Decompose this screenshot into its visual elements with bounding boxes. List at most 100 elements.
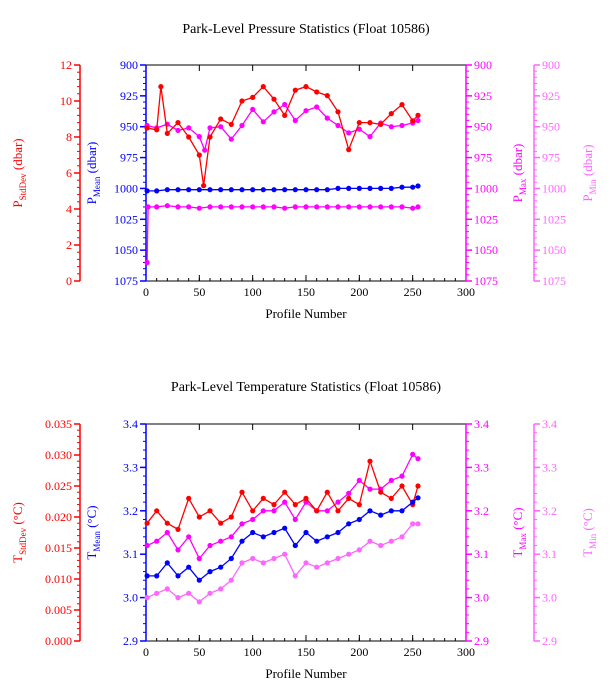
y-tick-label-max: 925 xyxy=(474,89,492,103)
data-point-mean xyxy=(186,564,192,570)
y-tick-label-max: 1075 xyxy=(474,274,498,288)
y-axis-label-min: TMin (°C) xyxy=(580,508,598,557)
data-point-max xyxy=(399,473,405,479)
y-label-unit: (°C) xyxy=(580,508,595,534)
data-point-max xyxy=(415,117,421,124)
y-axis-label-max: PMax (dbar) xyxy=(510,144,528,203)
data-point-std xyxy=(399,483,405,489)
data-point-std xyxy=(239,98,245,104)
data-point-min xyxy=(324,560,330,566)
data-point-mean xyxy=(218,187,224,193)
y-label-sub: Max xyxy=(518,178,528,195)
data-point-std xyxy=(399,102,405,108)
data-point-min xyxy=(314,564,320,570)
data-point-min xyxy=(282,205,288,211)
y-tick-label-min: 900 xyxy=(542,58,560,72)
data-point-min xyxy=(410,205,416,211)
data-point-std xyxy=(158,84,164,90)
data-point-max xyxy=(218,124,224,130)
data-point-std xyxy=(335,109,341,115)
y-label-main: T xyxy=(580,549,595,557)
data-point-min xyxy=(282,551,288,557)
data-point-mean xyxy=(164,560,170,566)
data-point-mean xyxy=(144,573,150,579)
y-tick-label-min: 3.0 xyxy=(542,591,557,605)
y-tick-label-max: 950 xyxy=(474,120,492,134)
data-point-mean xyxy=(154,188,160,194)
data-point-std xyxy=(314,508,320,514)
data-point-mean xyxy=(399,184,405,190)
data-point-min xyxy=(399,534,405,540)
data-point-mean xyxy=(324,534,330,540)
data-point-max xyxy=(346,130,352,136)
data-point-min xyxy=(271,204,277,210)
y-label-sub: Min xyxy=(588,179,598,195)
data-point-min xyxy=(260,204,266,210)
data-point-mean xyxy=(207,187,213,193)
data-point-max xyxy=(399,122,405,129)
y-tick-label-max: 3.2 xyxy=(474,504,489,518)
data-point-max xyxy=(154,538,160,544)
data-point-mean xyxy=(175,573,181,579)
data-point-min xyxy=(218,586,224,592)
data-point-mean xyxy=(271,529,277,536)
data-point-std xyxy=(186,134,192,140)
y-tick-label-mean: 1000 xyxy=(114,181,138,195)
y-tick-label-mean: 1025 xyxy=(114,212,138,226)
data-point-max xyxy=(314,104,320,110)
y-label-main: T xyxy=(84,552,99,560)
data-point-min xyxy=(346,551,352,557)
data-point-std xyxy=(356,502,362,508)
y-tick-label-max: 3.0 xyxy=(474,591,489,605)
data-point-min xyxy=(175,595,181,601)
data-point-mean xyxy=(271,187,277,193)
data-point-min xyxy=(346,204,352,210)
x-tick-label: 150 xyxy=(297,645,315,659)
data-point-max xyxy=(144,542,150,549)
data-point-min xyxy=(378,204,384,210)
data-point-min xyxy=(335,555,341,562)
data-point-min xyxy=(303,204,309,210)
data-point-std xyxy=(250,94,256,100)
y-tick-label-mean: 975 xyxy=(120,151,138,165)
data-point-max xyxy=(335,499,341,505)
y-tick-label-min: 1075 xyxy=(542,274,566,288)
data-point-max xyxy=(282,499,288,505)
data-point-max xyxy=(207,542,213,549)
data-point-min xyxy=(207,590,213,596)
y-tick-label-max: 1000 xyxy=(474,181,498,195)
data-point-mean xyxy=(367,185,373,191)
data-point-mean xyxy=(260,187,266,193)
data-point-mean xyxy=(228,187,234,193)
data-point-min xyxy=(196,599,202,605)
data-point-min xyxy=(164,586,170,592)
y-label-unit: (dbar) xyxy=(580,144,595,179)
data-point-min xyxy=(303,560,309,566)
x-tick-label: 0 xyxy=(143,285,149,299)
y-tick-label-std: 4 xyxy=(66,202,72,216)
y-tick-label-min: 975 xyxy=(542,151,560,165)
data-point-min xyxy=(335,204,341,210)
data-point-min xyxy=(144,259,150,266)
data-point-std xyxy=(410,118,416,124)
y-tick-label-std: 0.020 xyxy=(45,510,72,524)
y-tick-label-std: 0.035 xyxy=(45,417,72,431)
y-label-sub: Max xyxy=(518,533,528,550)
y-tick-label-std: 10 xyxy=(60,94,72,108)
data-point-max xyxy=(250,106,256,112)
data-point-std xyxy=(367,120,373,126)
data-point-min xyxy=(250,555,256,562)
y-tick-label-mean: 3.1 xyxy=(123,547,138,561)
data-point-std xyxy=(415,112,421,118)
data-point-max xyxy=(388,124,394,130)
y-axis-label-max: TMax (°C) xyxy=(510,507,528,557)
data-point-std xyxy=(282,112,288,118)
data-point-mean xyxy=(324,187,330,193)
data-point-max xyxy=(415,456,421,462)
y-tick-label-mean: 900 xyxy=(120,58,138,72)
data-point-std xyxy=(356,120,362,126)
data-point-min xyxy=(314,204,320,210)
data-point-std xyxy=(271,502,277,508)
data-point-mean xyxy=(388,508,394,514)
data-point-mean xyxy=(164,187,170,193)
